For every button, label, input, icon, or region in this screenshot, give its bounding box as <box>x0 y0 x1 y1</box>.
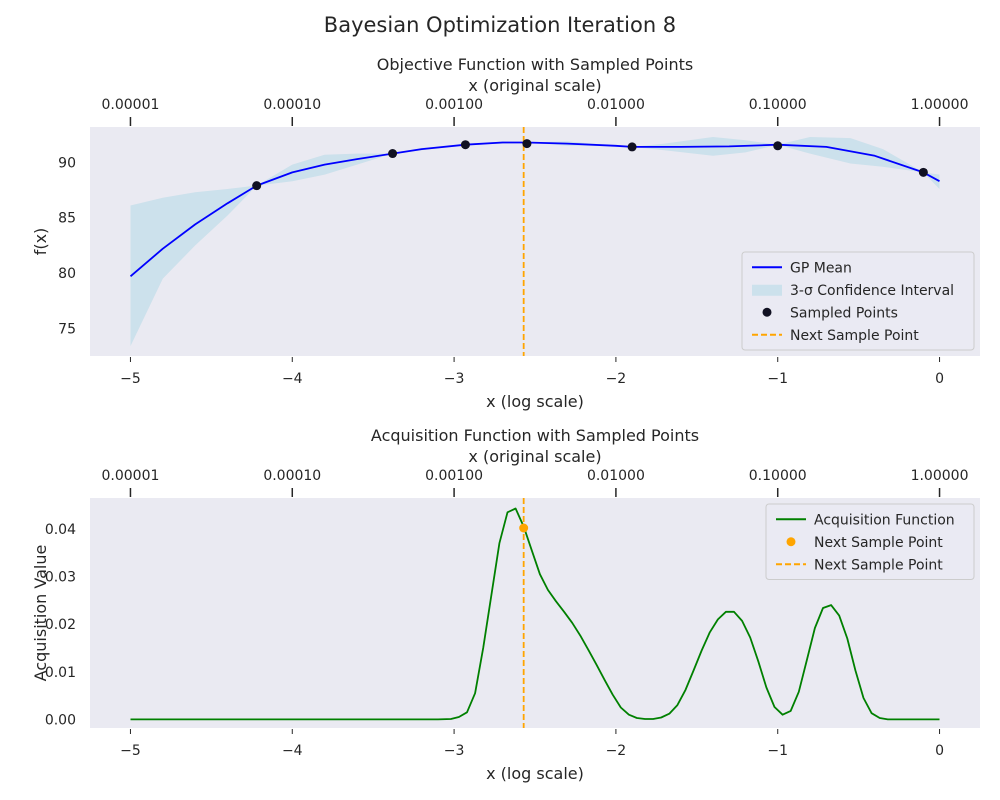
objective-xtick-label-2: −3 <box>444 371 465 387</box>
objective-xtick-label-1: −4 <box>282 371 303 387</box>
acquisition-x2tick-label-1: 0.00010 <box>263 468 321 484</box>
acquisition-scatter-point-1-0 <box>519 523 529 533</box>
acquisition-x2tick-label-5: 1.00000 <box>911 468 969 484</box>
objective-scatter-point-2-5 <box>773 141 783 151</box>
objective-xtick-label-3: −2 <box>606 371 627 387</box>
objective-confidence-band <box>130 137 940 346</box>
objective-ylabel: f(x) <box>31 228 50 256</box>
acquisition-legend-label-2: Next Sample Point <box>814 557 943 573</box>
acquisition-ytick-label-3: 0.03 <box>45 570 76 586</box>
objective-chart: −5 −4 −3 −2 −1 0 0.00001 0.00010 0.00100 0.01000 0… <box>31 55 980 411</box>
objective-scatter-point-2-4 <box>627 142 637 152</box>
objective-ytick-label-0: 75 <box>58 321 76 337</box>
acquisition-legend-box <box>765 503 975 580</box>
objective-scatter-point-2-0 <box>252 181 262 191</box>
acquisition-x2tick-label-4: 0.10000 <box>749 468 807 484</box>
acquisition-x2tick-label-2: 0.00100 <box>425 468 483 484</box>
acquisition-ytick-label-2: 0.02 <box>45 617 76 633</box>
acquisition-ytick-label-0: 0.00 <box>45 712 76 728</box>
objective-series-line-0 <box>129 141 940 277</box>
objective-scatter-point-2-1 <box>388 149 398 159</box>
acquisition-ytick-label-1: 0.01 <box>45 665 76 681</box>
acquisition-series-line-0 <box>130 507 940 721</box>
acquisition-ylabel: Acquisition Value <box>31 545 50 682</box>
acquisition-legend-label-1: Next Sample Point <box>814 535 943 551</box>
objective-x2tick-label-0: 0.00001 <box>102 97 160 113</box>
objective-xtick-label-4: −1 <box>767 371 788 387</box>
acquisition-ytick-label-4: 0.04 <box>45 522 76 538</box>
acquisition-x2tick-label-0: 0.00001 <box>102 468 160 484</box>
acquisition-x2label: x (original scale) <box>468 447 601 466</box>
objective-ytick-label-2: 85 <box>58 211 76 227</box>
objective-xlabel: x (log scale) <box>486 392 584 411</box>
objective-legend-swatch-2 <box>762 307 772 317</box>
acquisition-x2tick-label-3: 0.01000 <box>587 468 645 484</box>
acquisition-xtick-label-4: −1 <box>767 743 788 759</box>
objective-legend-label-1: 3-σ Confidence Interval <box>790 283 954 299</box>
objective-xtick-label-5: 0 <box>935 371 944 387</box>
objective-x2tick-label-3: 0.01000 <box>587 97 645 113</box>
objective-scatter-point-2-2 <box>460 140 470 150</box>
objective-legend-label-2: Sampled Points <box>790 305 898 321</box>
acquisition-chart: −5 −4 −3 −2 −1 0 0.00001 0.00010 0.00100 0.01000 0… <box>31 426 980 783</box>
acquisition-xtick-label-5: 0 <box>935 743 944 759</box>
acquisition-xtick-label-2: −3 <box>444 743 465 759</box>
objective-legend: GP Mean 3-σ Confidence Interval Sampled Po… <box>741 251 975 351</box>
objective-x2tick-label-5: 1.00000 <box>911 97 969 113</box>
objective-scatter-point-2-3 <box>522 139 532 149</box>
objective-title: Objective Function with Sampled Points <box>377 55 693 74</box>
objective-ytick-label-3: 90 <box>58 155 76 171</box>
objective-ytick-label-1: 80 <box>58 266 76 282</box>
acquisition-title: Acquisition Function with Sampled Points <box>371 426 699 445</box>
objective-legend-box <box>741 251 975 351</box>
acquisition-xtick-label-1: −4 <box>282 743 303 759</box>
objective-x2tick-label-1: 0.00010 <box>263 97 321 113</box>
objective-scatter-point-2-6 <box>918 167 928 177</box>
figure-suptitle: Bayesian Optimization Iteration 8 <box>324 13 676 37</box>
acquisition-plot-layer <box>130 498 940 728</box>
objective-legend-swatch-1 <box>752 284 782 296</box>
objective-legend-label-0: GP Mean <box>790 260 852 276</box>
objective-xtick-label-0: −5 <box>120 371 141 387</box>
acquisition-legend: Acquisition Function Next Sample Point Nex… <box>765 503 975 580</box>
objective-x2tick-label-2: 0.00100 <box>425 97 483 113</box>
objective-x2label: x (original scale) <box>468 76 601 95</box>
objective-x2tick-label-4: 0.10000 <box>749 97 807 113</box>
acquisition-legend-swatch-1 <box>786 537 796 547</box>
objective-plot-layer <box>129 127 940 356</box>
acquisition-xlabel: x (log scale) <box>486 764 584 783</box>
acquisition-xtick-label-0: −5 <box>120 743 141 759</box>
acquisition-legend-label-0: Acquisition Function <box>814 512 955 528</box>
acquisition-xtick-label-3: −2 <box>606 743 627 759</box>
objective-legend-label-3: Next Sample Point <box>790 328 919 344</box>
